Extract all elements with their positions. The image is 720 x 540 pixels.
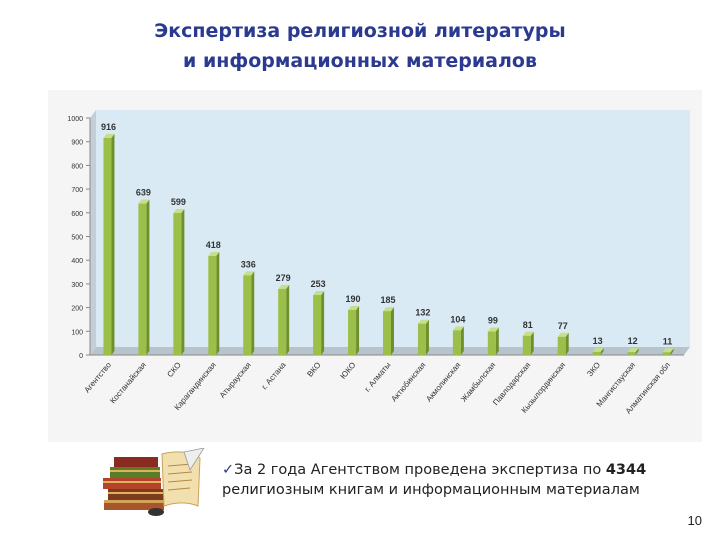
data-label: 185 [380, 295, 395, 305]
bar [663, 352, 671, 355]
category-label: г. Алматы [363, 360, 393, 393]
y-tick-label: 600 [71, 211, 83, 218]
bar [523, 336, 531, 355]
bar [173, 213, 181, 355]
books-illustration [100, 448, 212, 518]
bar-side [146, 200, 149, 355]
bar [103, 138, 111, 355]
bar [278, 289, 286, 355]
bar [243, 275, 251, 355]
bar-side [356, 306, 359, 355]
bar [593, 352, 601, 355]
check-icon: ✓ [222, 462, 234, 478]
bar [418, 324, 426, 355]
data-label: 13 [593, 336, 603, 346]
category-label: ЗКО [585, 361, 602, 379]
bar-side [111, 134, 114, 355]
bar [558, 337, 566, 355]
y-tick-label: 700 [71, 187, 83, 194]
category-label: Агентство [82, 360, 113, 394]
bar-side [181, 209, 184, 355]
data-label: 279 [276, 273, 291, 283]
bar-side [391, 307, 394, 355]
data-label: 916 [101, 122, 116, 132]
bar-side [286, 285, 289, 355]
y-tick-label: 400 [71, 258, 83, 265]
bar-side [496, 328, 499, 355]
note-text-before: За 2 года Агентством проведена экспертиз… [234, 462, 606, 478]
slide-title-line-2: и информационных материалов [0, 46, 720, 76]
bar-side [461, 326, 464, 355]
chart-frame: 0 100 200 300 400 500 600 700 800 900 1000 916 Агент… [48, 90, 702, 442]
category-label: Жамбылская [459, 361, 497, 404]
bar [383, 311, 391, 355]
y-tick-label: 900 [71, 140, 83, 147]
y-tick-label: 300 [71, 282, 83, 289]
bar-chart: 0 100 200 300 400 500 600 700 800 900 1000 916 Агент… [48, 90, 702, 442]
data-label: 77 [558, 321, 568, 331]
summary-note: ✓За 2 года Агентством проведена эксперти… [222, 460, 692, 500]
y-tick-label: 0 [79, 353, 83, 360]
data-label: 190 [346, 294, 361, 304]
category-label: Атырауская [218, 361, 253, 400]
plot-side-wall [90, 110, 96, 355]
y-tick-label: 800 [71, 163, 83, 170]
data-label: 599 [171, 197, 186, 207]
data-label: 11 [663, 336, 673, 346]
bar [138, 204, 146, 355]
category-label: Акмолинская [424, 361, 462, 404]
data-label: 132 [415, 308, 430, 318]
bar [453, 330, 461, 355]
category-label: ЮКО [339, 361, 358, 381]
data-label: 81 [523, 320, 533, 330]
y-tick-label: 500 [71, 235, 83, 242]
slide-title-line-1: Экспертиза религиозной литературы [0, 16, 720, 46]
bar [348, 310, 356, 355]
bar [628, 352, 636, 355]
bar-side [426, 320, 429, 355]
data-label: 418 [206, 240, 221, 250]
bar-side [321, 291, 324, 355]
bar [488, 332, 496, 355]
y-tick-label: 1000 [67, 116, 83, 123]
category-label: г. Астана [260, 360, 288, 391]
page-number: 10 [688, 513, 702, 528]
category-label: Актюбинская [389, 361, 427, 404]
y-tick-label: 200 [71, 306, 83, 313]
bar-side [531, 332, 534, 355]
data-label: 639 [136, 188, 151, 198]
bar [208, 256, 216, 355]
note-total: 4344 [606, 462, 646, 478]
note-text-after: религиозным книгам и информационным мате… [222, 482, 640, 498]
y-tick-label: 100 [71, 329, 83, 336]
slide-title: Экспертиза религиозной литературы и инфо… [0, 16, 720, 76]
data-label: 99 [488, 316, 498, 326]
data-label: 336 [241, 259, 256, 269]
bar-side [251, 271, 254, 355]
data-label: 12 [628, 336, 638, 346]
bar [313, 295, 321, 355]
bar-side [216, 252, 219, 355]
category-label: СКО [165, 361, 183, 379]
category-label: Костанайская [108, 361, 148, 406]
category-label: ВКО [305, 361, 322, 379]
data-label: 253 [311, 279, 326, 289]
data-label: 104 [450, 314, 465, 324]
